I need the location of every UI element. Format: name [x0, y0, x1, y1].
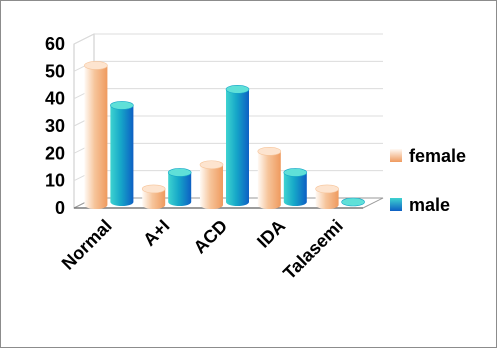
y-tick-label: 10	[45, 171, 65, 191]
y-tick-label: 50	[45, 61, 65, 81]
bar-female-acd	[199, 160, 224, 209]
legend-label-male: male	[409, 195, 450, 215]
bar-male-normal	[110, 101, 134, 206]
legend-label-female: female	[409, 146, 466, 166]
y-tick-label: 30	[45, 116, 65, 136]
y-tick-label: 20	[45, 143, 65, 163]
x-tick-label: ACD	[190, 216, 232, 258]
bar-male-acd	[225, 85, 250, 206]
bar-female-ida	[257, 147, 282, 209]
bar-female-talasemi	[315, 184, 339, 209]
gridline-side	[73, 33, 95, 45]
x-tick-label: Talasemi	[279, 216, 347, 284]
legend-swatch-female	[390, 149, 402, 162]
bar-male-talasemi	[341, 197, 365, 207]
x-tick-label: IDA	[253, 216, 289, 252]
bar-male-ida	[283, 168, 308, 206]
legend-swatch-male	[390, 198, 402, 211]
y-axis-ticks: 0 10 20 30 40 50 60	[45, 34, 65, 218]
x-tick-label: A+I	[139, 216, 173, 250]
bars	[84, 61, 365, 209]
bar-female-a-i	[141, 184, 166, 209]
x-tick-label: Normal	[58, 216, 116, 274]
bar-male-a-i	[167, 168, 192, 206]
legend: female male	[390, 146, 466, 215]
y-tick-label: 60	[45, 34, 65, 54]
y-tick-label: 40	[45, 89, 65, 109]
y-tick-label: 0	[55, 198, 65, 218]
bar-female-normal	[84, 61, 108, 209]
